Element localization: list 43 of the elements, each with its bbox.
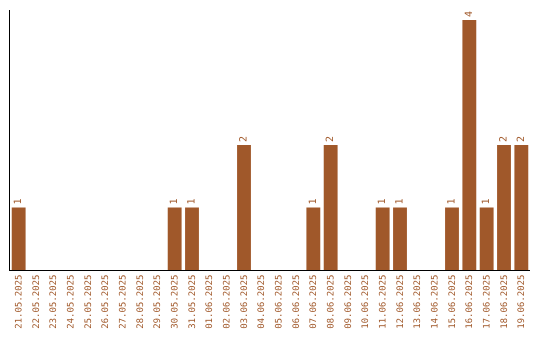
x-tick-label: 02.06.2025 <box>222 274 233 329</box>
x-tick-label: 15.06.2025 <box>448 274 458 329</box>
x-tick-label: 14.06.2025 <box>430 274 441 329</box>
x-tick-label: 27.05.2025 <box>118 274 129 329</box>
x-tick-label: 19.06.2025 <box>517 274 528 329</box>
x-tick-label: 16.06.2025 <box>465 274 476 329</box>
x-tick-label: 03.06.2025 <box>240 274 250 329</box>
x-tick-label: 11.06.2025 <box>378 274 389 329</box>
data-label: 1 <box>377 198 388 204</box>
data-label: 1 <box>13 198 24 204</box>
x-tick-label: 04.06.2025 <box>257 274 268 329</box>
data-label: 1 <box>186 198 198 204</box>
x-tick-label: 26.05.2025 <box>101 274 112 329</box>
x-tick-label: 10.06.2025 <box>361 274 372 329</box>
data-label: 1 <box>169 198 180 204</box>
x-tick-label: 29.05.2025 <box>153 274 164 329</box>
data-label: 1 <box>481 198 492 204</box>
x-tick-label: 22.05.2025 <box>32 274 42 329</box>
data-label: 1 <box>308 198 319 204</box>
x-tick-label: 31.05.2025 <box>188 274 198 329</box>
x-tick-label: 25.05.2025 <box>84 274 94 329</box>
x-tick-label: 17.06.2025 <box>482 274 493 329</box>
data-label: 2 <box>516 136 527 142</box>
x-tick-label: 08.06.2025 <box>326 274 337 329</box>
x-tick-label: 09.06.2025 <box>344 274 354 329</box>
x-tick-label: 30.05.2025 <box>170 274 181 329</box>
x-tick-label: 07.06.2025 <box>309 274 320 329</box>
x-tick-label: 12.06.2025 <box>396 274 406 329</box>
data-label: 1 <box>394 198 406 204</box>
x-tick-label: 06.06.2025 <box>292 274 302 329</box>
x-tick-label: 13.06.2025 <box>413 274 424 329</box>
data-label: 2 <box>498 136 510 142</box>
data-label: 2 <box>238 136 250 142</box>
x-tick-label: 24.05.2025 <box>66 274 77 329</box>
data-label: 4 <box>464 10 475 17</box>
x-tick-label: 18.06.2025 <box>500 274 510 329</box>
x-tick-label: 01.06.2025 <box>205 274 216 329</box>
x-tick-label: 05.06.2025 <box>274 274 285 329</box>
x-tick-label: 21.05.2025 <box>14 274 25 329</box>
x-tick-label: 28.05.2025 <box>136 274 146 329</box>
data-label: 2 <box>325 136 336 142</box>
data-label: 1 <box>446 198 458 204</box>
x-tick-label: 23.05.2025 <box>49 274 60 329</box>
